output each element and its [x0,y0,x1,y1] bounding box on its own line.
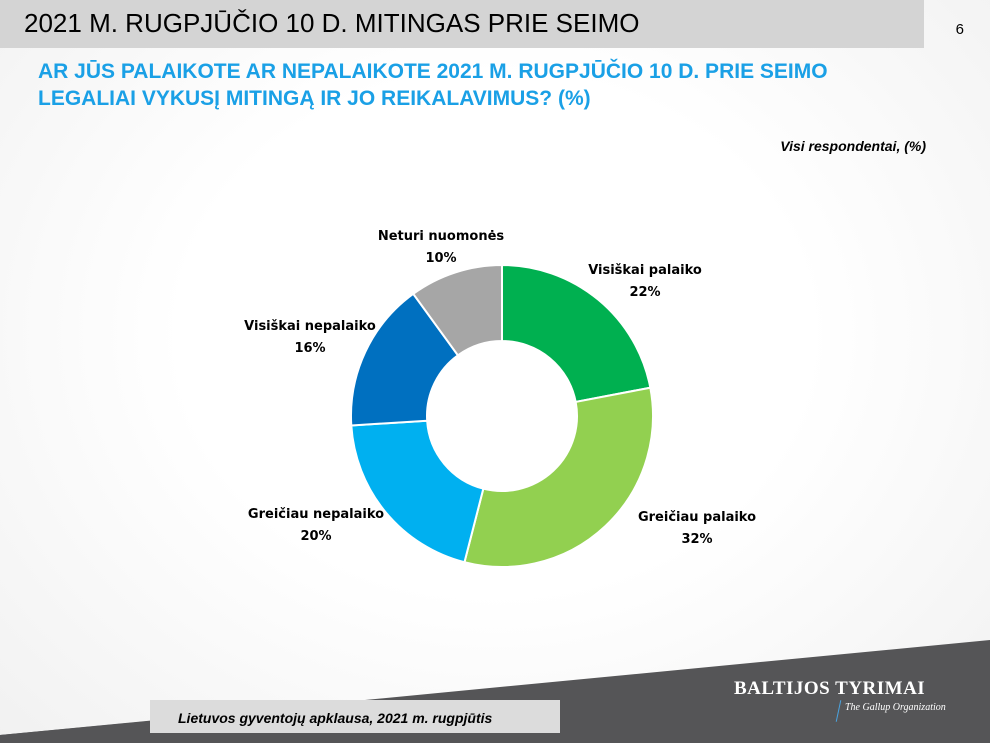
slice-label-2: Greičiau palaiko [638,510,756,525]
base-note: Visi respondentai, (%) [780,138,926,154]
slice-label-5: Neturi nuomonės [378,229,505,244]
footer-left-shape [0,720,160,743]
slice-label-4: Visiškai nepalaiko [244,319,376,334]
slice-value-5: 10% [425,251,456,266]
page-number: 6 [955,21,964,38]
footer-source-box [150,700,560,733]
slice-value-3: 20% [300,529,331,544]
donut-slice-3 [350,419,485,564]
survey-question: AR JŪS PALAIKOTE AR NEPALAIKOTE 2021 M. … [38,58,938,112]
slice-label-1: Visiškai palaiko [588,263,702,278]
logo-title: BALTIJOS TYRIMAI [734,678,926,699]
slide-title: 2021 M. RUGPJŪČIO 10 D. MITINGAS PRIE SE… [24,8,640,38]
donut-slice-5 [411,263,503,357]
slice-value-1: 22% [629,285,660,300]
logo-subtitle: The Gallup Organization [845,702,946,713]
footer-source: Lietuvos gyventojų apklausa, 2021 m. rug… [178,710,493,726]
donut-slice-1 [501,263,652,404]
question-line-1: AR JŪS PALAIKOTE AR NEPALAIKOTE 2021 M. … [38,60,828,83]
donut-slice-2 [463,386,654,568]
slice-label-3: Greičiau nepalaiko [248,507,384,522]
question-line-2: LEGALIAI VYKUSĮ MITINGĄ IR JO REIKALAVIM… [38,87,591,110]
slice-value-2: 32% [681,532,712,547]
slice-value-4: 16% [294,341,325,356]
header-bar: 2021 M. RUGPJŪČIO 10 D. MITINGAS PRIE SE… [0,0,924,48]
